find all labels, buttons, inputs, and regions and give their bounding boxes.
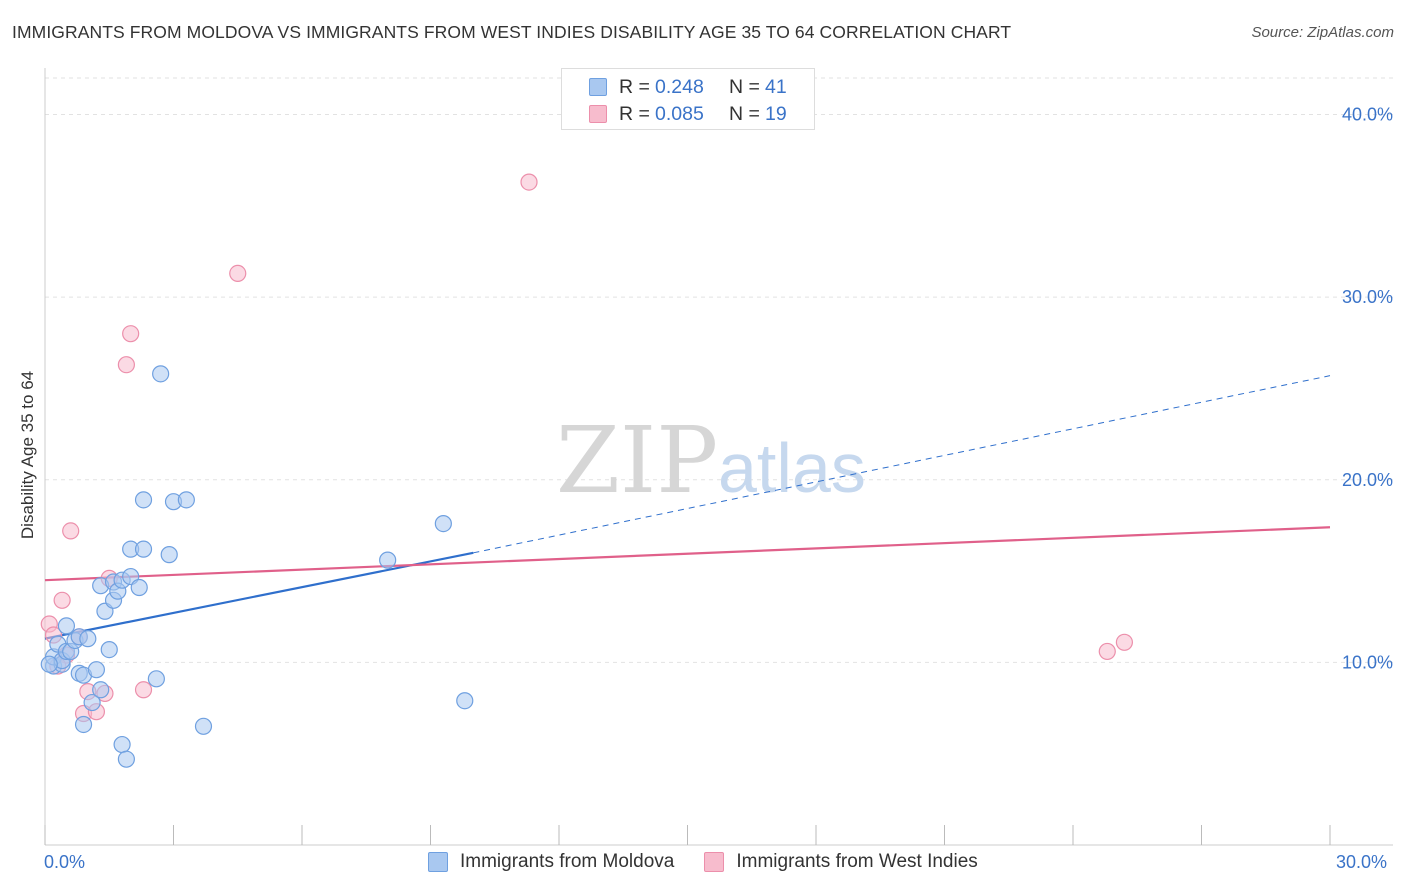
moldova-point — [160, 546, 178, 564]
moldova-point — [379, 551, 397, 569]
source-note: Source: ZipAtlas.com — [1251, 24, 1394, 41]
legend-n-label: N = — [729, 102, 760, 125]
moldova-point — [147, 670, 165, 688]
series-label-moldova: Immigrants from Moldova — [460, 851, 675, 872]
y-tick-label: 10.0% — [1342, 652, 1393, 672]
westindies-point — [1098, 642, 1116, 661]
moldova-point — [434, 514, 452, 533]
series-legend-westindies: Immigrants from West Indies — [704, 851, 978, 873]
series-label-westindies: Immigrants from West Indies — [736, 851, 978, 872]
legend-r-label: R = — [619, 102, 650, 125]
moldova-point — [74, 715, 93, 734]
y-axis-title: Disability Age 35 to 64 — [18, 370, 37, 540]
series-legend-moldova: Immigrants from Moldova — [428, 851, 674, 873]
legend-r-value: 0.085 — [655, 102, 704, 125]
y-tick-label: 20.0% — [1342, 470, 1393, 490]
x-tick-label-min: 0.0% — [44, 852, 86, 872]
legend-row-westindies: R = 0.085 N = 19 — [562, 101, 787, 127]
moldova-trend-extension — [473, 375, 1331, 554]
westindies-point — [134, 681, 153, 699]
westindies-trend-line — [44, 526, 1331, 582]
trend-lines — [44, 375, 1331, 640]
westindies-point — [53, 591, 71, 609]
moldova-point — [194, 717, 213, 735]
moldova-point — [57, 617, 76, 635]
legend-n-value: 19 — [765, 102, 787, 125]
moldova-point — [177, 491, 195, 509]
westindies-point — [520, 173, 538, 191]
moldova-trend-line — [44, 551, 474, 640]
legend-n-label: N = — [729, 75, 760, 98]
moldova-point — [113, 735, 131, 754]
legend-swatch-moldova — [589, 78, 607, 96]
watermark-atlas: atlas — [718, 429, 866, 507]
legend-swatch-westindies — [589, 105, 607, 123]
series-legend: Immigrants from Moldova Immigrants from … — [428, 851, 1008, 873]
moldova-point — [456, 692, 474, 710]
westindies-point — [62, 522, 80, 540]
y-tick-label: 30.0% — [1342, 287, 1393, 307]
chart-title: IMMIGRANTS FROM MOLDOVA VS IMMIGRANTS FR… — [12, 22, 1012, 42]
moldova-point — [92, 681, 110, 699]
correlation-legend: R = 0.248 N = 41 R = 0.085 N = 19 — [561, 68, 815, 130]
moldova-point — [130, 578, 148, 597]
series-swatch-moldova — [428, 852, 448, 872]
legend-r-value: 0.248 — [655, 75, 704, 98]
y-tick-labels: 10.0% 20.0% 30.0% 40.0% — [1342, 105, 1393, 673]
grid-lines — [45, 77, 1393, 663]
westindies-point — [1115, 633, 1134, 651]
moldova-point — [117, 750, 135, 768]
moldova-point — [40, 655, 58, 673]
westindies-point — [229, 264, 247, 283]
moldova-point — [100, 640, 118, 659]
data-points — [40, 173, 1134, 768]
moldova-point — [152, 365, 170, 383]
moldova-point — [79, 630, 97, 648]
x-tick-label-max: 30.0% — [1336, 852, 1388, 872]
moldova-point — [134, 540, 153, 558]
moldova-point — [134, 491, 153, 509]
legend-r-label: R = — [619, 75, 650, 98]
westindies-point — [117, 356, 135, 374]
legend-n-value: 41 — [765, 75, 787, 98]
moldova-point — [87, 661, 106, 679]
series-swatch-westindies — [704, 852, 725, 872]
watermark-zip: ZIP — [556, 407, 718, 514]
legend-row-moldova: R = 0.248 N = 41 — [562, 74, 787, 100]
watermark: ZIP atlas — [556, 407, 866, 514]
y-tick-label: 40.0% — [1342, 105, 1393, 125]
moldova-point — [83, 693, 101, 712]
westindies-point — [122, 325, 140, 343]
axes — [44, 68, 1393, 846]
